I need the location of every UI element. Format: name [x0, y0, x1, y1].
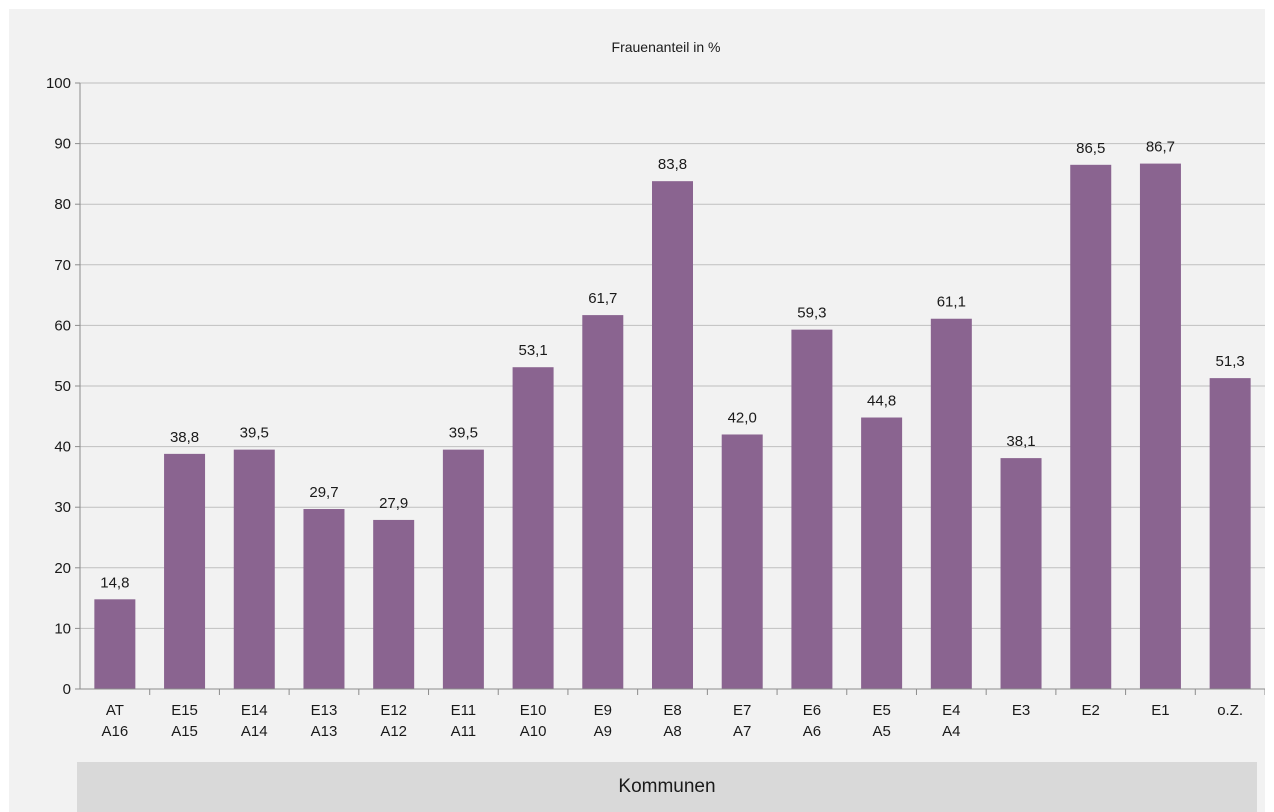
x-tick-label: A7 [733, 723, 751, 740]
bar [791, 329, 833, 689]
y-tick-label: 90 [54, 136, 71, 153]
bar-value-label: 59,3 [797, 305, 826, 322]
bar-value-label: 61,7 [588, 290, 617, 307]
bar [442, 449, 484, 689]
bar-value-label: 42,0 [728, 409, 757, 426]
x-axis-title-band: Kommunen [77, 762, 1257, 812]
x-tick-label: E6 [803, 702, 821, 719]
y-tick-label: 50 [54, 378, 71, 395]
bar [164, 453, 206, 689]
bar-value-label: 38,1 [1006, 433, 1035, 450]
bar-value-label: 14,8 [100, 574, 129, 591]
x-axis-title: Kommunen [618, 776, 716, 797]
x-tick-label: A8 [663, 723, 681, 740]
y-axis: 0 10 20 30 40 50 60 70 80 90 100 [46, 75, 81, 698]
bar [1209, 378, 1251, 689]
y-tick-label: 40 [54, 439, 71, 456]
x-tick-label: A4 [942, 723, 960, 740]
x-tick-label: E7 [733, 702, 751, 719]
bar [512, 367, 554, 689]
chart-title: Frauenanteil in % [612, 39, 721, 55]
x-tick-label: E12 [380, 702, 407, 719]
y-tick-label: 60 [54, 317, 71, 334]
x-tick-label: A16 [102, 723, 129, 740]
bar [1139, 163, 1181, 689]
chart-panel: Frauenanteil in % 0 10 20 30 40 50 60 70 80 90 100… [9, 9, 1265, 812]
x-tick-label: E5 [872, 702, 890, 719]
y-tick-label: 80 [54, 196, 71, 213]
bars [94, 163, 1251, 689]
bar-value-label: 86,5 [1076, 140, 1105, 157]
x-tick-label: A14 [241, 723, 268, 740]
bar [721, 434, 763, 689]
bar-value-label: 83,8 [658, 156, 687, 173]
bar-value-label: 53,1 [518, 342, 547, 359]
bar [233, 449, 275, 689]
bar [303, 509, 345, 689]
x-tick-label: A5 [872, 723, 890, 740]
y-tick-label: 0 [63, 681, 71, 698]
bar [373, 519, 415, 689]
x-tick-label: E2 [1082, 702, 1100, 719]
bar [582, 315, 624, 689]
bar [1070, 164, 1112, 689]
bar-value-label: 39,5 [449, 425, 478, 442]
bar [1000, 458, 1042, 689]
x-tick-label: A13 [311, 723, 338, 740]
x-tick-label: A9 [594, 723, 612, 740]
x-tick-label: E11 [451, 702, 477, 719]
bar-value-label: 44,8 [867, 393, 896, 410]
bar-chart: Frauenanteil in % 0 10 20 30 40 50 60 70 80 90 100… [46, 39, 1265, 740]
y-tick-label: 10 [54, 620, 71, 637]
x-tick-label: E14 [241, 702, 268, 719]
bar [930, 318, 972, 689]
bar-value-label: 38,8 [170, 429, 199, 446]
bar-value-label: 51,3 [1216, 353, 1245, 370]
bar [861, 417, 903, 689]
x-tick-label: E15 [171, 702, 198, 719]
y-tick-label: 70 [54, 257, 71, 274]
x-tick-label: E4 [942, 702, 960, 719]
x-tick-label: A10 [520, 723, 547, 740]
y-tick-label: 20 [54, 560, 71, 577]
bar-value-label: 86,7 [1146, 139, 1175, 156]
x-tick-label: E9 [594, 702, 612, 719]
bar-value-label: 39,5 [240, 425, 269, 442]
x-tick-label: AT [106, 702, 124, 719]
bar-value-label: 27,9 [379, 495, 408, 512]
bar-value-label: 61,1 [937, 294, 966, 311]
x-tick-label: E1 [1151, 702, 1169, 719]
x-tick-label: E13 [311, 702, 338, 719]
x-tick-label: o.Z. [1217, 702, 1243, 719]
x-tick-label: E3 [1012, 702, 1030, 719]
x-tick-label: A12 [380, 723, 407, 740]
x-tick-label: A11 [451, 723, 477, 740]
x-axis: AT A16 E15 A15 E14 A14 E13 A13 E12 A12 E11 A11 E10 A1… [80, 688, 1265, 740]
bar-value-label: 29,7 [309, 484, 338, 501]
x-tick-label: E10 [520, 702, 547, 719]
bar [652, 181, 693, 689]
bar [94, 599, 136, 689]
x-tick-label: E8 [663, 702, 681, 719]
x-tick-label: A15 [171, 723, 198, 740]
y-tick-label: 30 [54, 499, 71, 516]
x-tick-label: A6 [803, 723, 821, 740]
y-tick-label: 100 [46, 75, 71, 92]
data-labels: 14,8 38,8 39,5 29,7 27,9 39,5 53,1 61,7 83,8 42,0… [100, 139, 1244, 592]
